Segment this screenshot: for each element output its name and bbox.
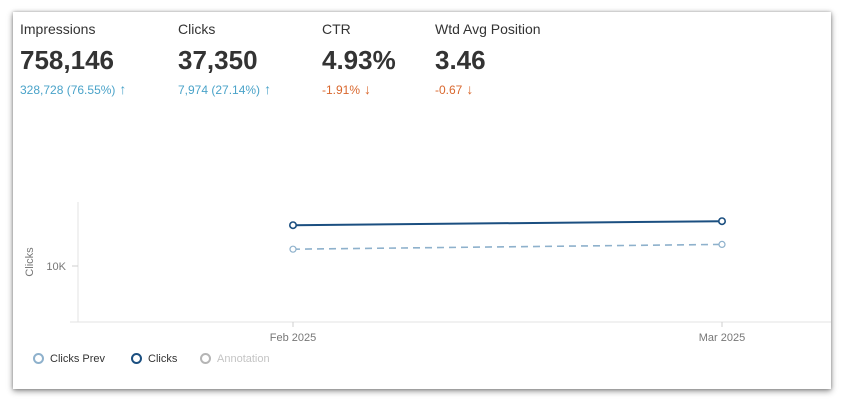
- legend-circle-icon: [131, 353, 142, 364]
- metric-delta: -1.91% ↓: [322, 82, 396, 97]
- data-point-clicks-prev[interactable]: [718, 240, 726, 248]
- metric-value: 3.46: [435, 45, 486, 75]
- legend-label: Annotation: [217, 353, 270, 365]
- arrow-up-icon: ↑: [264, 81, 272, 97]
- x-tick-label: Mar 2025: [699, 332, 745, 344]
- metric-label: CTR: [322, 21, 351, 37]
- metric-value: 37,350: [178, 45, 258, 75]
- metric-label: Wtd Avg Position: [435, 21, 541, 37]
- y-axis-title: Clicks: [24, 247, 36, 277]
- legend-circle-icon: [33, 353, 44, 364]
- metric-ctr: CTR 4.93% -1.91% ↓: [322, 21, 396, 97]
- metric-label: Clicks: [178, 21, 216, 37]
- data-point-clicks[interactable]: [288, 221, 297, 230]
- legend-item-clicks[interactable]: Clicks: [131, 352, 177, 366]
- metric-value: 4.93%: [322, 45, 396, 75]
- metric-delta: 328,728 (76.55%) ↑: [20, 82, 126, 97]
- clicks-line-chart: Clicks 10K Feb 2025 Mar 2025: [24, 202, 831, 344]
- delta-text: -0.67: [435, 83, 463, 97]
- data-point-clicks-prev[interactable]: [289, 245, 297, 253]
- x-tick-label: Feb 2025: [270, 332, 316, 344]
- legend-label: Clicks: [148, 353, 178, 365]
- summary-card: Impressions 758,146 328,728 (76.55%) ↑ Cl…: [13, 12, 831, 389]
- metric-clicks: Clicks 37,350 7,974 (27.14%) ↑: [178, 21, 271, 97]
- y-tick-label: 10K: [46, 261, 66, 273]
- series-line-clicks: [292, 220, 723, 227]
- arrow-down-icon: ↓: [364, 81, 372, 97]
- legend-item-clicks-prev[interactable]: Clicks Prev: [33, 352, 105, 366]
- arrow-down-icon: ↓: [466, 81, 474, 97]
- data-point-clicks[interactable]: [717, 217, 726, 226]
- arrow-up-icon: ↑: [119, 81, 127, 97]
- metrics-row: Impressions 758,146 328,728 (76.55%) ↑ Cl…: [20, 21, 620, 111]
- metric-value: 758,146: [20, 45, 114, 75]
- metric-delta: -0.67 ↓: [435, 82, 541, 97]
- metric-impressions: Impressions 758,146 328,728 (76.55%) ↑: [20, 21, 126, 97]
- metric-delta: 7,974 (27.14%) ↑: [178, 82, 271, 97]
- legend-item-annotation[interactable]: Annotation: [200, 352, 270, 366]
- delta-text: -1.91%: [322, 83, 361, 97]
- series-line-clicks-prev: [292, 243, 723, 250]
- metric-label: Impressions: [20, 21, 96, 37]
- delta-text: 7,974 (27.14%): [178, 83, 261, 97]
- legend-circle-icon: [200, 353, 211, 364]
- metric-wtd-avg-position: Wtd Avg Position 3.46 -0.67 ↓: [435, 21, 541, 97]
- legend-label: Clicks Prev: [50, 353, 106, 365]
- delta-text: 328,728 (76.55%): [20, 83, 116, 97]
